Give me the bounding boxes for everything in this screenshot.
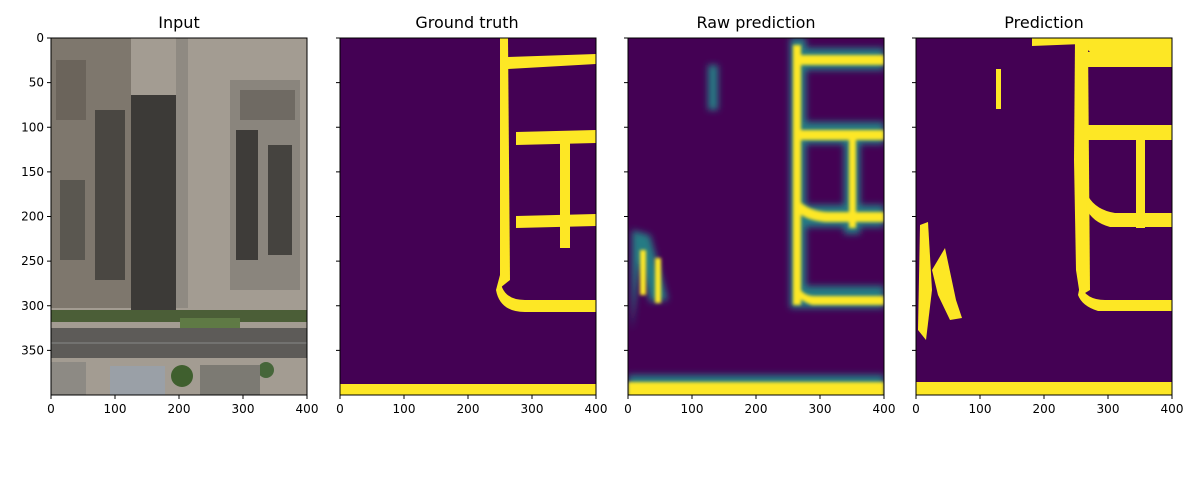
aerial-image [51,38,307,395]
x-tick-label: 100 [681,402,704,416]
y-tick-label: 100 [21,120,44,134]
y-tick-label: 0 [36,31,44,45]
y-tick-label: 50 [29,76,44,90]
y-tick-label: 200 [21,210,44,224]
prediction-mask [916,38,1172,395]
y-tick-label: 150 [21,165,44,179]
raw-prediction-heatmap [628,38,884,395]
x-tick-label: 300 [232,402,255,416]
x-tick-label: 400 [1161,402,1184,416]
x-tick-label: 400 [296,402,319,416]
x-tick-label: 100 [104,402,127,416]
panel-title: Prediction [1004,13,1083,32]
ground-truth-mask [340,38,596,395]
x-tick-label: 300 [1097,402,1120,416]
panel-title: Input [158,13,199,32]
x-tick-label: 400 [873,402,896,416]
panel-ground-truth: Ground truth 0 100 200 300 400 [336,13,608,416]
panel-title: Raw prediction [696,13,815,32]
x-tick-label: 200 [457,402,480,416]
y-tick-label: 250 [21,254,44,268]
panel-raw-prediction: Raw prediction [624,13,896,416]
x-tick-label: 200 [168,402,191,416]
x-tick-label: 100 [969,402,992,416]
panel-title: Ground truth [415,13,518,32]
x-tick-label: 300 [521,402,544,416]
x-tick-label: 0 [336,402,344,416]
panel-input: Input [21,13,319,416]
x-tick-label: 0 [912,402,920,416]
x-tick-label: 100 [393,402,416,416]
x-tick-label: 400 [585,402,608,416]
y-tick-label: 300 [21,299,44,313]
y-tick-label: 350 [21,343,44,357]
x-tick-label: 300 [809,402,832,416]
x-tick-label: 0 [47,402,55,416]
x-tick-label: 200 [1033,402,1056,416]
x-tick-label: 0 [624,402,632,416]
x-tick-label: 200 [745,402,768,416]
panel-prediction: Prediction 0 100 200 300 400 [912,13,1184,416]
